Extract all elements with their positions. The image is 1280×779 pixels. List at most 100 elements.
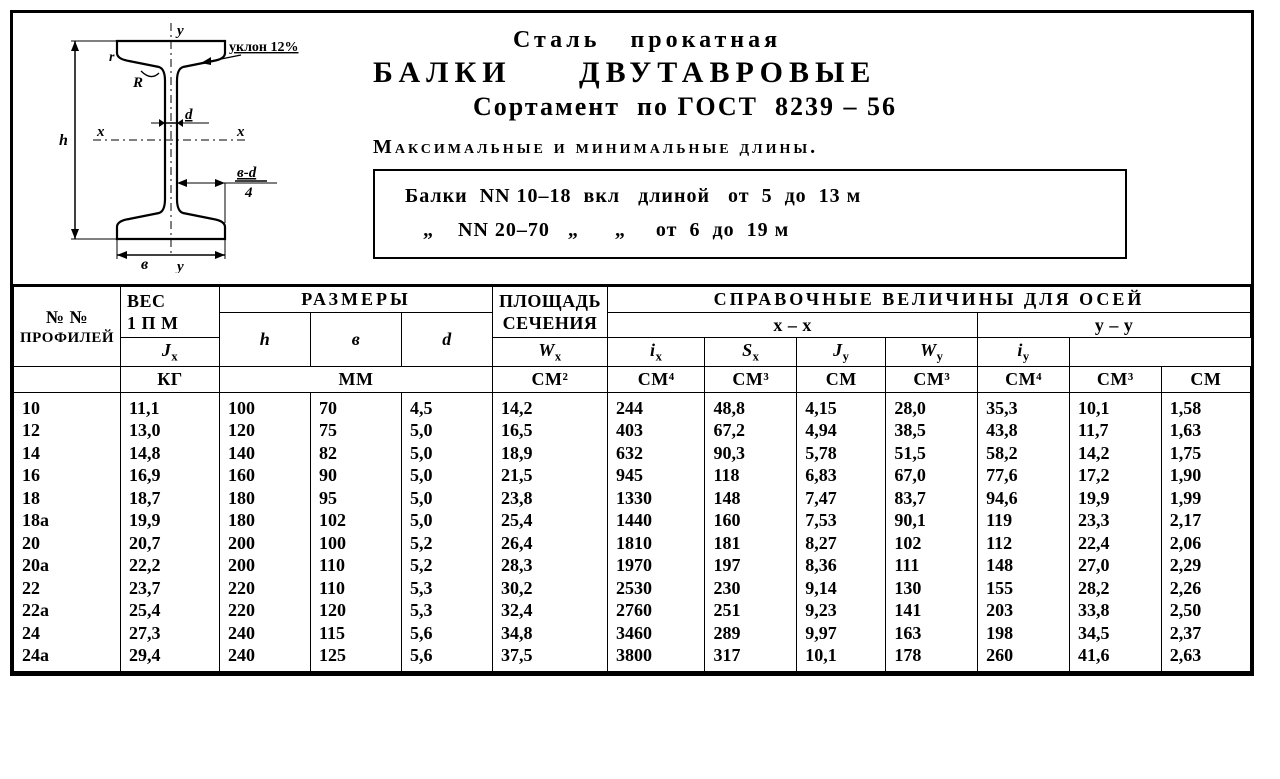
label-d: d — [185, 107, 193, 123]
cell-Jy: 35,3 — [978, 392, 1070, 419]
cell-d: 5,0 — [402, 464, 493, 487]
cell-h: 180 — [220, 509, 311, 532]
cell-h: 140 — [220, 442, 311, 465]
label-y-bot: y — [175, 259, 184, 273]
cell-a: 32,4 — [493, 599, 608, 622]
cell-Wy: 33,8 — [1069, 599, 1161, 622]
cell-ix: 4,94 — [797, 419, 886, 442]
table-row: 2427,32401155,634,834602899,9716319834,5… — [14, 622, 1251, 645]
cell-n: 22 — [14, 577, 121, 600]
cell-Sx: 67,0 — [886, 464, 978, 487]
cell-b: 110 — [311, 577, 402, 600]
cell-Jx: 945 — [607, 464, 704, 487]
ibeam-diagram-svg: y y x x h в d r R уклон 12% в-d 4 — [41, 23, 301, 273]
cell-Wy: 41,6 — [1069, 644, 1161, 672]
unit-iy: СМ — [1161, 367, 1250, 393]
cell-Wx: 197 — [705, 554, 797, 577]
hdr-weight-1: ВЕС — [127, 290, 213, 313]
cell-iy: 2,37 — [1161, 622, 1250, 645]
cell-d: 5,3 — [402, 599, 493, 622]
title-block: Сталь прокатная БАЛКИ ДВУТАВРОВЫЕ Сортам… — [313, 13, 1251, 284]
cell-h: 220 — [220, 599, 311, 622]
cell-Wy: 22,4 — [1069, 532, 1161, 555]
cell-d: 5,0 — [402, 442, 493, 465]
cell-ix: 10,1 — [797, 644, 886, 672]
cell-Wy: 14,2 — [1069, 442, 1161, 465]
cell-iy: 2,63 — [1161, 644, 1250, 672]
cell-ix: 9,23 — [797, 599, 886, 622]
cell-n: 20а — [14, 554, 121, 577]
label-formula-top: в-d — [237, 165, 257, 181]
cell-ix: 4,15 — [797, 392, 886, 419]
cell-ix: 7,47 — [797, 487, 886, 510]
cell-Wy: 34,5 — [1069, 622, 1161, 645]
lengths-box: Балки NN 10–18 вкл длиной от 5 до 13 м „… — [373, 169, 1127, 259]
section-diagram: y y x x h в d r R уклон 12% в-d 4 — [13, 13, 313, 284]
cell-n: 24а — [14, 644, 121, 672]
cell-iy: 2,06 — [1161, 532, 1250, 555]
cell-ix: 8,36 — [797, 554, 886, 577]
cell-d: 5,2 — [402, 532, 493, 555]
cell-Jy: 58,2 — [978, 442, 1070, 465]
hdr-iy: iy — [978, 338, 1070, 367]
cell-Jy: 198 — [978, 622, 1070, 645]
cell-ix: 9,97 — [797, 622, 886, 645]
table-row: 2223,72201105,330,225302309,1413015528,2… — [14, 577, 1251, 600]
cell-d: 4,5 — [402, 392, 493, 419]
cell-Sx: 38,5 — [886, 419, 978, 442]
cell-w: 13,0 — [121, 419, 220, 442]
table-row: 24а29,42401255,637,5380031710,117826041,… — [14, 644, 1251, 672]
cell-Jx: 1810 — [607, 532, 704, 555]
hdr-profiles-2: ПРОФИЛЕЙ — [20, 329, 114, 348]
cell-w: 23,7 — [121, 577, 220, 600]
hdr-h: h — [220, 312, 311, 367]
cell-iy: 2,17 — [1161, 509, 1250, 532]
cell-a: 18,9 — [493, 442, 608, 465]
cell-Wx: 160 — [705, 509, 797, 532]
cell-d: 5,0 — [402, 419, 493, 442]
cell-b: 82 — [311, 442, 402, 465]
cell-iy: 2,26 — [1161, 577, 1250, 600]
cell-b: 75 — [311, 419, 402, 442]
cell-n: 12 — [14, 419, 121, 442]
cell-a: 16,5 — [493, 419, 608, 442]
unit-cm2: СМ² — [493, 367, 608, 393]
cell-ix: 7,53 — [797, 509, 886, 532]
table-row: 1616,9160905,021,59451186,8367,077,617,2… — [14, 464, 1251, 487]
cell-w: 25,4 — [121, 599, 220, 622]
hdr-ix: ix — [607, 338, 704, 367]
cell-h: 160 — [220, 464, 311, 487]
label-slope: уклон 12% — [229, 40, 299, 55]
hdr-d: d — [402, 312, 493, 367]
hdr-profiles-1: № № — [20, 306, 114, 329]
cell-Sx: 130 — [886, 577, 978, 600]
hdr-area-1: ПЛОЩАДЬ — [499, 290, 601, 313]
cell-n: 10 — [14, 392, 121, 419]
cell-ix: 8,27 — [797, 532, 886, 555]
cell-b: 125 — [311, 644, 402, 672]
label-r: r — [109, 50, 115, 65]
cell-d: 5,6 — [402, 622, 493, 645]
cell-b: 90 — [311, 464, 402, 487]
unit-Jx: СМ⁴ — [607, 367, 704, 393]
cell-Wx: 148 — [705, 487, 797, 510]
cell-Sx: 111 — [886, 554, 978, 577]
cell-Sx: 163 — [886, 622, 978, 645]
cell-Jx: 3800 — [607, 644, 704, 672]
unit-mm: ММ — [220, 367, 493, 393]
cell-Wx: 230 — [705, 577, 797, 600]
cell-Jy: 112 — [978, 532, 1070, 555]
cell-iy: 1,99 — [1161, 487, 1250, 510]
label-x-left: x — [96, 124, 105, 140]
cell-h: 240 — [220, 644, 311, 672]
hdr-Jy: Jy — [797, 338, 886, 367]
cell-b: 70 — [311, 392, 402, 419]
cell-Wx: 67,2 — [705, 419, 797, 442]
label-x-right: x — [236, 124, 245, 140]
cell-n: 18 — [14, 487, 121, 510]
cell-d: 5,3 — [402, 577, 493, 600]
label-R: R — [132, 75, 143, 91]
cell-n: 22а — [14, 599, 121, 622]
cell-ix: 5,78 — [797, 442, 886, 465]
cell-a: 25,4 — [493, 509, 608, 532]
